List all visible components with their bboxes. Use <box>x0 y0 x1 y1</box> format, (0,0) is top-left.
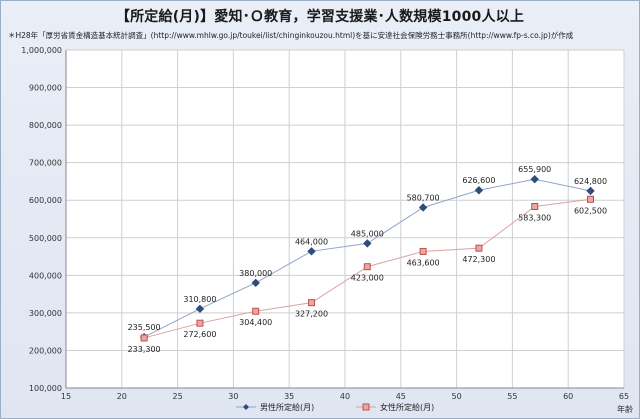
data-point-female <box>140 334 148 342</box>
legend-marker-female <box>362 403 370 411</box>
data-point-male <box>418 203 428 212</box>
data-label-female: 463,600 <box>407 258 440 267</box>
data-point-female <box>196 319 204 327</box>
data-label-female: 304,400 <box>239 318 272 327</box>
data-label-male: 235,500 <box>128 323 161 332</box>
data-point-male <box>474 186 484 195</box>
data-point-male <box>586 186 595 196</box>
data-label-female: 472,300 <box>462 255 495 264</box>
data-label-male: 626,600 <box>462 176 495 185</box>
data-label-female: 583,300 <box>518 213 551 222</box>
y-tick-label: 900,000 <box>29 84 62 93</box>
data-point-male <box>530 175 539 184</box>
data-point-female <box>587 195 595 203</box>
data-label-female: 272,600 <box>183 330 216 339</box>
chart-title: 【所定給(月)】愛知･Ｏ教育，学習支援業･人数規模1000人以上 <box>115 9 525 25</box>
data-point-female <box>419 247 427 255</box>
x-tick-label: 25 <box>173 392 183 401</box>
data-point-female <box>363 263 371 271</box>
data-point-female <box>475 244 483 252</box>
data-point-male <box>363 239 372 248</box>
x-tick-label: 50 <box>452 392 462 401</box>
x-tick-label: 65 <box>619 392 629 401</box>
data-label-female: 327,200 <box>295 310 328 319</box>
y-tick-label: 1,000,000 <box>21 46 62 55</box>
y-tick-label: 600,000 <box>29 196 62 205</box>
data-label-male: 310,800 <box>183 295 216 304</box>
data-point-female <box>308 299 316 307</box>
x-tick-label: 45 <box>396 392 406 401</box>
legend-marker-male <box>243 404 249 410</box>
x-tick-label: 30 <box>228 392 238 401</box>
x-tick-label: 15 <box>61 392 71 401</box>
y-axis-ticks: 100,000 200,000 300,000 400,000 500,000 600,0… <box>21 46 62 393</box>
x-tick-label: 55 <box>507 392 517 401</box>
x-axis-ticks: 15 20 25 30 35 40 45 50 55 60 65 <box>61 392 629 401</box>
data-point-male <box>251 278 260 288</box>
y-tick-label: 100,000 <box>29 384 62 393</box>
data-point-male <box>307 247 316 256</box>
data-label-female: 423,000 <box>351 274 384 283</box>
x-tick-label: 35 <box>284 392 294 401</box>
data-label-female: 602,500 <box>574 206 607 215</box>
data-point-female <box>252 307 260 315</box>
data-label-male: 580,700 <box>407 193 440 202</box>
y-tick-label: 800,000 <box>29 121 62 130</box>
series-markers <box>139 175 595 342</box>
y-tick-label: 400,000 <box>29 271 62 280</box>
data-label-male: 380,000 <box>239 269 272 278</box>
legend: 男性所定給(月) 女性所定給(月) <box>236 402 434 412</box>
chart-subtitle: ＊H28年「厚労省賃金構造基本統計調査」(http://www.mhlw.go.… <box>8 31 574 40</box>
y-tick-label: 200,000 <box>29 346 62 355</box>
data-label-male: 464,000 <box>295 237 328 246</box>
x-tick-label: 40 <box>340 392 350 401</box>
x-axis-label: 年齢 <box>617 404 633 414</box>
legend-entry: 男性所定給(月) <box>260 402 314 412</box>
y-tick-label: 700,000 <box>29 159 62 168</box>
y-tick-label: 300,000 <box>29 309 62 318</box>
data-point-male <box>195 304 205 314</box>
legend-entry: 女性所定給(月) <box>380 402 434 412</box>
data-label-male: 485,000 <box>351 229 384 238</box>
data-label-female: 233,300 <box>128 345 161 354</box>
data-point-female <box>531 202 539 210</box>
axes <box>65 50 624 389</box>
x-tick-label: 60 <box>563 392 573 401</box>
data-labels: 235,500 310,800 380,000 464,000 485,000 580,7… <box>128 165 607 354</box>
y-tick-label: 500,000 <box>29 234 62 243</box>
data-label-male: 655,900 <box>518 165 551 174</box>
x-tick-label: 20 <box>117 392 127 401</box>
data-label-male: 624,800 <box>574 177 607 186</box>
